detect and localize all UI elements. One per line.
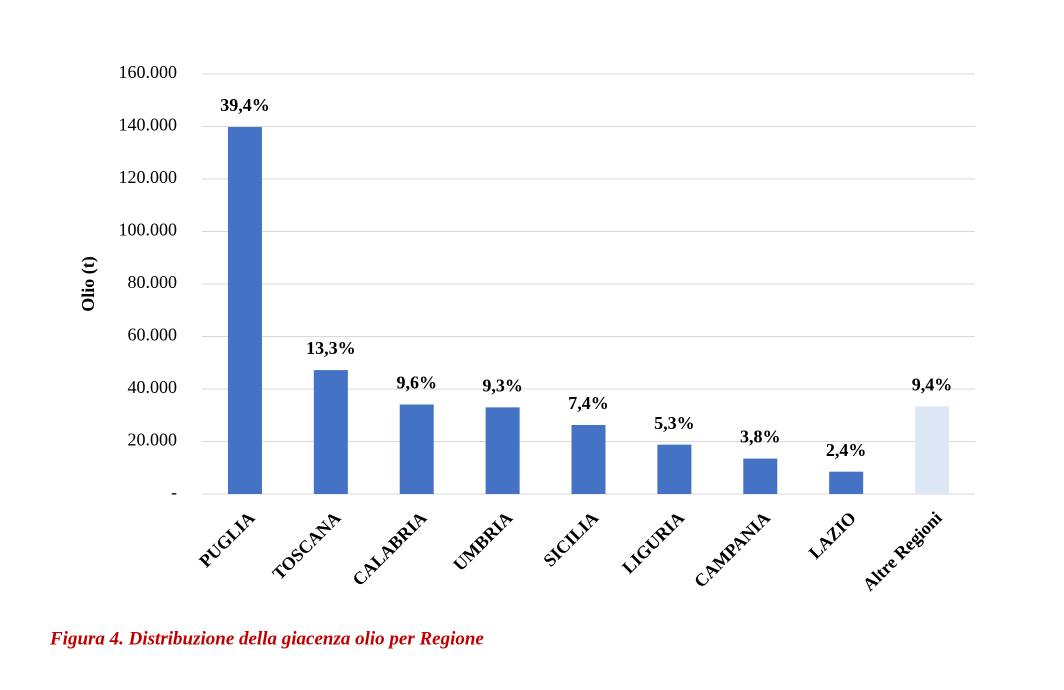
x-tick-label: CALABRIA xyxy=(348,508,430,590)
y-tick-label: 20.000 xyxy=(128,430,178,450)
x-tick-label: UMBRIA xyxy=(449,508,516,575)
y-axis-title: Olio (t) xyxy=(78,256,99,312)
data-label: 2,4% xyxy=(826,440,867,460)
data-label: 7,4% xyxy=(568,393,609,413)
x-tick-label: LAZIO xyxy=(805,508,860,563)
x-tick-label: Altre Regioni xyxy=(859,508,946,595)
y-tick-label: 160.000 xyxy=(119,62,178,82)
bar xyxy=(227,127,262,495)
x-tick-label: SICILIA xyxy=(539,508,602,571)
bar xyxy=(313,370,348,494)
y-tick-label: 80.000 xyxy=(128,272,178,292)
bar xyxy=(485,407,520,494)
bar xyxy=(915,406,950,494)
bar xyxy=(571,424,606,494)
y-tick-label: 40.000 xyxy=(128,377,178,397)
y-tick-label: 100.000 xyxy=(119,220,178,240)
caption: Figura 4. Distribuzione della giacenza o… xyxy=(49,628,484,649)
x-tick-label: PUGLIA xyxy=(195,508,259,572)
y-tick-label: 60.000 xyxy=(128,325,178,345)
x-tick-label: CAMPANIA xyxy=(690,508,774,592)
x-tick-label: LIGURIA xyxy=(618,508,688,578)
data-label: 13,3% xyxy=(306,338,356,358)
data-label: 3,8% xyxy=(740,427,781,447)
data-label: 9,4% xyxy=(912,374,953,394)
x-tick-label: TOSCANA xyxy=(268,508,344,584)
y-tick-label: 120.000 xyxy=(119,167,178,187)
bar xyxy=(399,404,434,494)
bar xyxy=(743,458,778,494)
y-tick-label: - xyxy=(171,482,177,502)
y-tick-label: 140.000 xyxy=(119,115,178,135)
data-label: 5,3% xyxy=(654,413,695,433)
data-label: 9,6% xyxy=(396,373,437,393)
bar xyxy=(657,444,692,494)
bar xyxy=(829,471,864,494)
data-label: 39,4% xyxy=(220,95,270,115)
data-label: 9,3% xyxy=(482,376,523,396)
